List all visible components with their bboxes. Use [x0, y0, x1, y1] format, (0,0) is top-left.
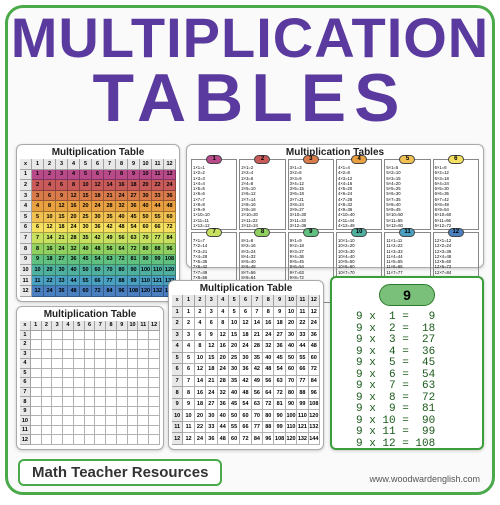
main-title: MULTIPLICATION TABLES	[8, 8, 492, 131]
card-single-table: 9 9 x 1 = 99 x 2 = 189 x 3 = 279 x 4 = 3…	[330, 276, 484, 450]
card-title: Multiplication Table	[17, 145, 179, 159]
content-area: Multiplication Table x123456789101112112…	[16, 144, 484, 456]
card-title: Multiplication Table	[169, 281, 323, 295]
title-line2: TABLES	[8, 66, 492, 131]
single-body: 9 x 1 = 99 x 2 = 189 x 3 = 279 x 4 = 369…	[332, 312, 482, 451]
footer-badge: Math Teacher Resources	[18, 459, 222, 486]
card-title: Multiplication Tables	[187, 145, 483, 159]
card-filled-table: Multiplication Table x123456789101112112…	[168, 280, 324, 450]
single-header: 9	[379, 284, 435, 306]
credit-text: www.woodwardenglish.com	[369, 474, 480, 484]
filled-grid: x123456789101112112345678910111222468101…	[172, 295, 320, 445]
card-list-tables: Multiplication Tables 11×1=11×2=21×3=31×…	[186, 144, 484, 268]
colored-grid: x123456789101112112345678910111222468101…	[20, 159, 176, 297]
card-colored-table: Multiplication Table x123456789101112112…	[16, 144, 180, 302]
main-frame: MULTIPLICATION TABLES Multiplication Tab…	[5, 5, 495, 495]
blank-grid: x123456789101112112345678910111222468101…	[20, 321, 160, 445]
card-title: Multiplication Table	[17, 307, 163, 321]
title-line1: MULTIPLICATION	[8, 10, 492, 66]
mini-tables: 11×1=11×2=21×3=31×4=41×5=51×6=61×7=71×8=…	[187, 159, 483, 263]
card-blank-table: Multiplication Table x123456789101112112…	[16, 306, 164, 450]
